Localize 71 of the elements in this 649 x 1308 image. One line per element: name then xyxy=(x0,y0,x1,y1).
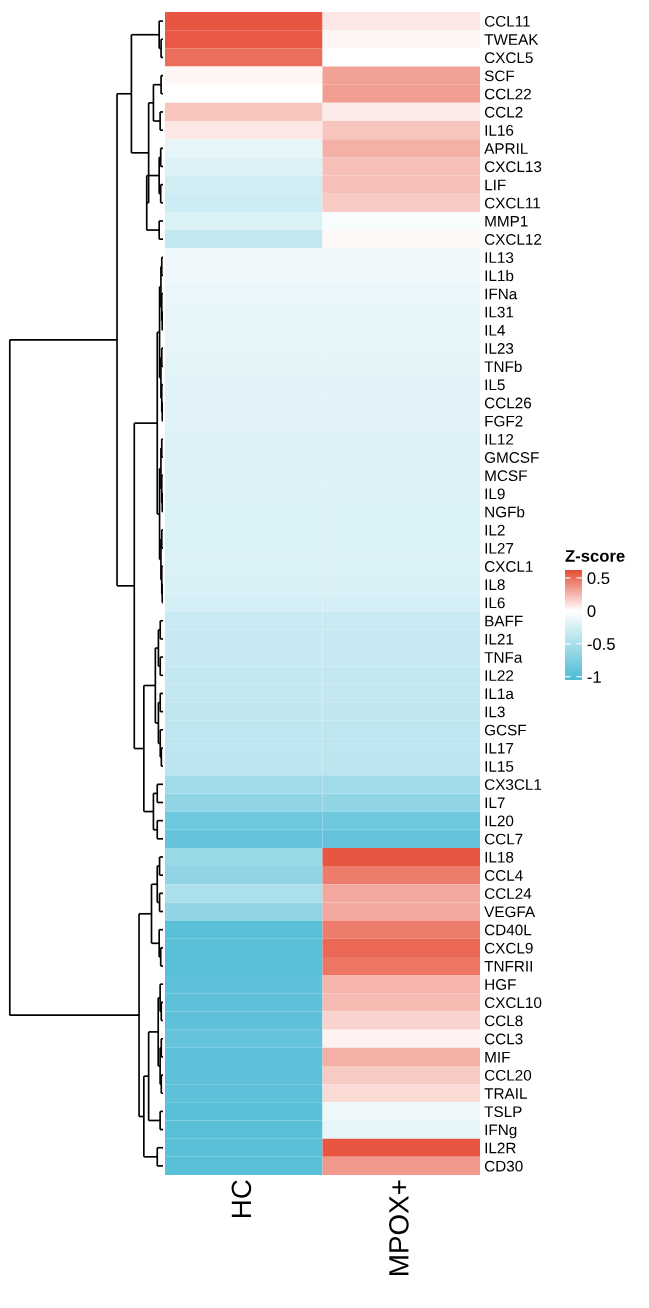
y-tick-label: CCL7 xyxy=(484,833,523,845)
y-tick-label: IL18 xyxy=(485,851,514,863)
color-bar-label: 0 xyxy=(587,605,596,618)
y-tick-label: CXCL11 xyxy=(484,197,541,209)
y-tick-label: CCL8 xyxy=(484,1015,523,1027)
y-tick-label: IL6 xyxy=(485,597,505,609)
y-tick-label: CXCL9 xyxy=(484,942,533,954)
y-tick-label: CCL2 xyxy=(484,106,523,118)
y-tick-label: CCL22 xyxy=(484,88,531,100)
y-tick-label: IFNa xyxy=(485,288,518,300)
y-tick-label: GCSF xyxy=(484,724,526,736)
y-tick-label: TSLP xyxy=(484,1106,522,1118)
y-tick-label: TNFa xyxy=(484,652,523,663)
y-tick-label: VEGFA xyxy=(484,906,536,918)
y-tick-label: TNFRII xyxy=(484,961,532,972)
x-tick-label: MPOX+ xyxy=(389,1180,409,1275)
color-bar-label: -0.5 xyxy=(587,638,615,650)
y-tick-label: APRIL xyxy=(484,143,528,154)
y-tick-label: GMCSF xyxy=(484,452,539,463)
y-tick-label: CXCL10 xyxy=(484,997,542,1009)
color-bar-label: 0.5 xyxy=(587,572,610,585)
y-tick-label: CCL3 xyxy=(484,1033,523,1045)
y-tick-label: CXCL12 xyxy=(484,234,542,245)
y-tick-label: IL1b xyxy=(485,269,514,282)
y-tick-label: CXCL5 xyxy=(484,52,533,64)
y-tick-label: CX3CL1 xyxy=(484,779,542,790)
y-tick-label: IL5 xyxy=(485,379,505,391)
y-tick-label: IL22 xyxy=(485,670,514,681)
y-tick-label: IL2 xyxy=(485,524,505,536)
y-tick-label: IL4 xyxy=(485,325,505,336)
y-tick-label: IL31 xyxy=(485,306,514,318)
y-tick-label: IL2R xyxy=(485,1142,516,1154)
y-tick-label: IL9 xyxy=(485,488,505,500)
y-tick-label: IL1a xyxy=(485,688,514,700)
y-tick-label: IL3 xyxy=(485,706,505,718)
y-tick-label: IL23 xyxy=(485,343,514,354)
y-tick-label: IFNg xyxy=(485,1124,517,1139)
y-tick-label: CD30 xyxy=(484,1160,523,1172)
y-tick-label: IL12 xyxy=(485,433,514,445)
y-tick-label: CXCL13 xyxy=(484,161,542,173)
y-tick-label: FGF2 xyxy=(485,415,523,427)
y-tick-label: IL7 xyxy=(485,797,505,809)
y-tick-label: CCL20 xyxy=(484,1069,532,1081)
y-tick-label: CCL4 xyxy=(484,870,523,881)
y-tick-label: IL17 xyxy=(485,742,514,754)
y-tick-label: HGF xyxy=(485,979,516,990)
y-tick-label: CCL26 xyxy=(484,397,532,409)
y-tick-label: IL21 xyxy=(485,633,514,645)
y-tick-label: IL27 xyxy=(485,542,514,554)
y-tick-label: CD40L xyxy=(484,924,532,936)
y-tick-label: CXCL1 xyxy=(484,561,533,572)
y-tick-label: IL20 xyxy=(485,815,514,827)
color-bar-title: Z-score xyxy=(565,550,625,562)
y-tick-label: SCF xyxy=(484,70,515,82)
y-tick-label: MMP1 xyxy=(485,216,528,227)
y-tick-label: BAFF xyxy=(485,615,523,627)
y-tick-label: TNFb xyxy=(484,360,522,373)
x-tick-label: HC xyxy=(231,1180,252,1218)
color-bar-label: -1 xyxy=(587,671,601,683)
y-tick-label: TRAIL xyxy=(484,1088,527,1099)
y-tick-label: LIF xyxy=(485,179,506,191)
y-tick-label: IL13 xyxy=(485,252,514,264)
y-tick-label: NGFb xyxy=(485,506,525,518)
y-tick-label: MIF xyxy=(485,1051,510,1063)
y-tick-label: CCL11 xyxy=(484,15,530,27)
y-tick-label: MCSF xyxy=(485,470,527,482)
y-tick-label: IL16 xyxy=(485,124,514,136)
y-tick-label: TWEAK xyxy=(484,34,539,45)
y-tick-label: CCL24 xyxy=(484,888,532,900)
y-tick-label: IL8 xyxy=(485,579,505,591)
y-tick-label: IL15 xyxy=(485,761,514,772)
